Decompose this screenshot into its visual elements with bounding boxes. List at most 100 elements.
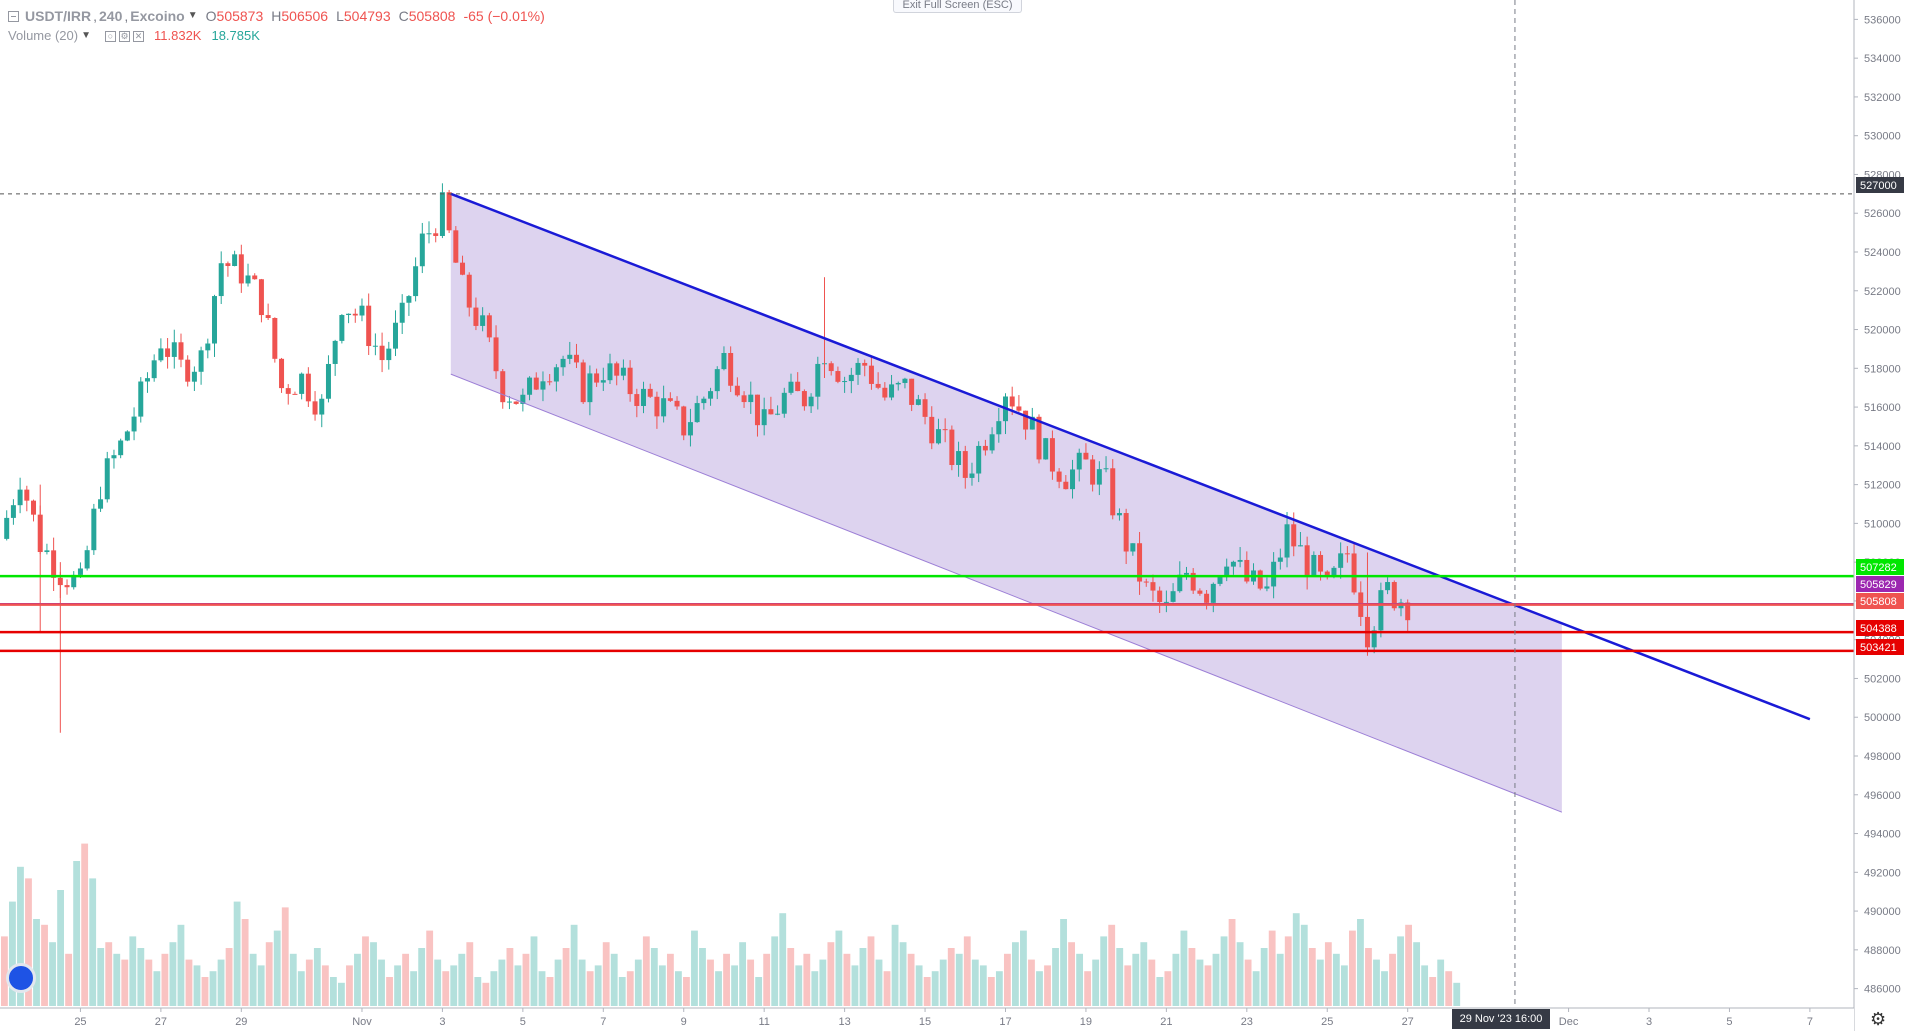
chevron-down-icon[interactable]: ▼ bbox=[187, 10, 198, 21]
candle-body bbox=[71, 574, 77, 588]
y-tick-label: 524000 bbox=[1864, 247, 1901, 259]
candle-body bbox=[64, 585, 70, 588]
candle-body bbox=[265, 315, 271, 318]
volume-bar bbox=[466, 942, 474, 1006]
volume-bar bbox=[779, 913, 787, 1006]
y-tick-label: 514000 bbox=[1864, 441, 1901, 453]
symbol-name[interactable]: USDT/IRR bbox=[25, 8, 92, 24]
volume-chevron-down-icon[interactable]: ▼ bbox=[81, 30, 91, 41]
volume-bar bbox=[1381, 971, 1388, 1006]
candle-body bbox=[31, 500, 37, 515]
candle-body bbox=[433, 233, 439, 236]
volume-bar bbox=[691, 930, 698, 1006]
y-tick-label: 536000 bbox=[1864, 14, 1901, 26]
candle-body bbox=[198, 350, 204, 372]
volume-bar bbox=[257, 965, 265, 1006]
volume-bar bbox=[1308, 948, 1316, 1006]
candle-body bbox=[815, 363, 821, 397]
volume-bar bbox=[113, 953, 121, 1006]
price-label: 505808 bbox=[1860, 596, 1897, 608]
volume-bar bbox=[907, 953, 915, 1006]
volume-bar bbox=[410, 971, 418, 1006]
y-tick-label: 512000 bbox=[1864, 480, 1901, 492]
candle-body bbox=[982, 445, 988, 451]
volume-bar bbox=[731, 965, 738, 1006]
volume-bar bbox=[346, 965, 353, 1006]
candle-body bbox=[868, 365, 874, 384]
candle-body bbox=[788, 381, 794, 393]
volume-bar bbox=[642, 936, 650, 1006]
volume-bar bbox=[883, 971, 891, 1006]
volume-bar bbox=[1044, 965, 1051, 1006]
x-tick-label: 13 bbox=[838, 1016, 850, 1028]
candle-body bbox=[862, 362, 868, 366]
candle-body bbox=[714, 369, 720, 392]
candle-body bbox=[547, 381, 553, 383]
candle-body bbox=[734, 385, 740, 396]
candle-body bbox=[446, 192, 452, 231]
volume-bar bbox=[1413, 942, 1421, 1006]
ohlc-close-label: C bbox=[398, 8, 409, 24]
tradingview-logo-icon[interactable] bbox=[6, 963, 36, 993]
volume-bar bbox=[931, 971, 939, 1006]
candle-body bbox=[171, 342, 177, 357]
candle-body bbox=[319, 398, 325, 415]
ohlc-high-label: H bbox=[271, 8, 282, 24]
volume-indicator-name[interactable]: Volume (20) bbox=[8, 28, 79, 43]
candle-body bbox=[808, 396, 814, 407]
volume-bar bbox=[193, 965, 201, 1006]
volume-bar bbox=[763, 953, 771, 1006]
candle-body bbox=[312, 401, 318, 415]
candle-body bbox=[493, 337, 499, 372]
candle-body bbox=[681, 406, 687, 436]
volume-bar bbox=[297, 971, 305, 1006]
candle-body bbox=[84, 550, 90, 569]
volume-bar bbox=[65, 953, 73, 1006]
volume-bar bbox=[875, 959, 883, 1006]
volume-bar bbox=[739, 942, 747, 1006]
candle-body bbox=[801, 391, 807, 407]
volume-bar bbox=[963, 936, 971, 1006]
volume-bar bbox=[562, 948, 570, 1006]
candle-body bbox=[1016, 406, 1022, 411]
volume-bar bbox=[530, 936, 538, 1006]
volume-bar bbox=[41, 924, 48, 1006]
candle-body bbox=[124, 431, 130, 441]
volume-bar bbox=[634, 959, 642, 1006]
symbol-exchange[interactable]: Excoino bbox=[130, 8, 185, 24]
candle-body bbox=[232, 254, 238, 267]
volume-bar bbox=[987, 977, 995, 1006]
candle-body bbox=[654, 396, 660, 417]
eye-icon[interactable]: ○ bbox=[105, 30, 116, 42]
candle-body bbox=[24, 489, 30, 501]
volume-bar bbox=[1124, 965, 1132, 1006]
candle-body bbox=[1130, 543, 1136, 552]
close-icon[interactable]: ✕ bbox=[133, 30, 144, 42]
collapse-legend-icon[interactable] bbox=[8, 10, 19, 22]
gear-icon[interactable]: ⚙ bbox=[1870, 1009, 1887, 1029]
price-label: 527000 bbox=[1860, 180, 1897, 192]
candle-body bbox=[1170, 591, 1176, 602]
candle-body bbox=[781, 392, 787, 414]
x-tick-label: 23 bbox=[1241, 1016, 1253, 1028]
exit-fullscreen-button[interactable]: Exit Full Screen (ESC) bbox=[893, 0, 1022, 13]
candle-body bbox=[647, 388, 653, 397]
volume-bar bbox=[795, 965, 803, 1006]
candle-body bbox=[895, 382, 901, 385]
volume-bar bbox=[570, 924, 578, 1006]
candle-body bbox=[486, 315, 492, 338]
candle-body bbox=[392, 322, 398, 349]
volume-bar bbox=[971, 959, 979, 1006]
candle-body bbox=[258, 279, 264, 316]
volume-value-b: 18.785K bbox=[211, 28, 260, 43]
volume-bar bbox=[137, 948, 145, 1006]
volume-bar bbox=[1300, 924, 1308, 1006]
volume-bar bbox=[321, 965, 329, 1006]
volume-bar bbox=[1332, 953, 1340, 1006]
symbol-interval[interactable]: 240 bbox=[99, 8, 123, 24]
candle-body bbox=[51, 550, 57, 578]
candle-body bbox=[506, 401, 512, 403]
settings-icon[interactable]: ⚙ bbox=[119, 30, 130, 42]
x-tick-label: 19 bbox=[1080, 1016, 1092, 1028]
